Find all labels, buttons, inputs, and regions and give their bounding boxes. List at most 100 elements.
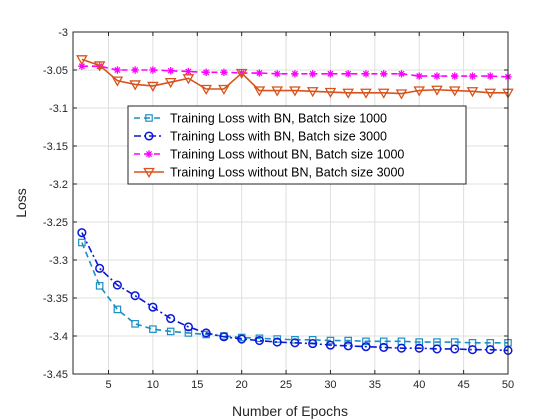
x-tick-label: 30 [324,379,336,391]
y-tick-label: -3.3 [49,255,68,267]
x-tick-label: 5 [105,379,111,391]
data-point [271,86,284,97]
legend-entry: Training Loss without BN, Batch size 100… [134,148,404,162]
data-point [448,86,461,97]
data-point [468,72,477,80]
data-point [144,131,154,141]
data-point [451,72,459,80]
data-point [326,336,335,345]
data-point [362,337,370,346]
data-point [431,85,443,96]
y-tick-label: -3.15 [43,141,68,153]
data-point [166,327,175,336]
data-point [95,263,105,273]
data-point [379,342,389,352]
legend-label: Training Loss without BN, Batch size 100… [170,148,404,162]
y-tick-label: -3.1 [49,103,68,115]
data-point [183,322,193,332]
data-point [484,88,497,99]
data-point [182,74,195,85]
data-point [147,81,159,92]
data-point [306,87,319,98]
legend-entry: Training Loss with BN, Batch size 3000 [134,130,387,144]
data-point [237,334,247,344]
data-point [308,339,318,349]
x-tick-label: 40 [413,379,425,391]
x-tick-label: 15 [191,379,203,391]
data-point [397,70,406,78]
data-point [166,67,175,75]
data-point [145,114,153,122]
data-point [149,66,157,74]
data-point [184,329,193,337]
x-tick-label: 45 [457,379,469,391]
data-point [342,88,355,99]
data-point [291,70,299,78]
series-line [81,242,508,344]
x-axis-label: Number of Epochs [232,403,348,419]
x-tick-label: 20 [236,379,248,391]
data-point [113,66,122,74]
legend: Training Loss with BN, Batch size 1000 Tr… [127,105,467,185]
data-point [184,67,193,76]
data-point [112,280,122,290]
data-point [201,328,211,338]
x-tick-label: 10 [147,379,159,391]
data-point [396,343,407,353]
data-point [164,77,177,89]
data-point [145,150,153,158]
series-4 [76,55,514,100]
data-point [111,76,124,87]
axes: 5 10 15 20 25 30 35 40 45 50 -3 -3.05 -3.1 -3.15 -3.2 -… [43,27,514,391]
series-line [81,58,508,95]
series-2 [77,228,513,355]
data-point [255,69,264,77]
data-point [326,70,335,78]
legend-label: Training Loss with BN, Batch size 1000 [170,112,387,126]
y-tick-label: -3.4 [49,331,68,343]
data-point [131,320,139,328]
legend-box [127,105,467,185]
legend-label: Training Loss with BN, Batch size 3000 [170,130,387,144]
data-point [129,80,141,91]
data-point [413,86,426,97]
data-point [379,337,388,346]
data-point [395,89,408,100]
data-point [253,86,266,97]
y-axis-label: Loss [13,188,29,218]
data-point [432,344,442,354]
data-point [415,72,423,80]
data-point [202,68,210,76]
data-point [362,70,370,78]
y-tick-label: -3.45 [43,369,68,381]
y-tick-label: -3.2 [49,179,68,191]
data-point [273,70,281,78]
data-point [361,342,371,352]
y-tick-label: -3.25 [43,217,68,229]
plot-background [73,32,508,374]
x-tick-label: 25 [280,379,292,391]
data-point [78,238,86,247]
data-point [113,305,122,314]
data-point [325,340,335,350]
data-point [467,345,478,355]
series-3 [78,62,512,81]
legend-label: Training Loss without BN, Batch size 300… [170,166,404,180]
data-point [272,337,282,347]
legend-entry: Training Loss without BN, Batch size 300… [134,166,404,180]
data-point [131,66,139,74]
data-point [289,86,301,97]
data-point [235,68,248,80]
data-point [308,70,317,78]
x-tick-label: 50 [502,379,514,391]
data-point [466,87,479,98]
legend-entry: Training Loss with BN, Batch size 1000 [134,112,387,126]
data-point [148,302,158,312]
data-point [343,341,353,351]
data-point [130,291,140,301]
data-point [254,336,264,346]
data-point [380,70,388,78]
data-point [95,282,104,290]
data-point [77,228,87,238]
